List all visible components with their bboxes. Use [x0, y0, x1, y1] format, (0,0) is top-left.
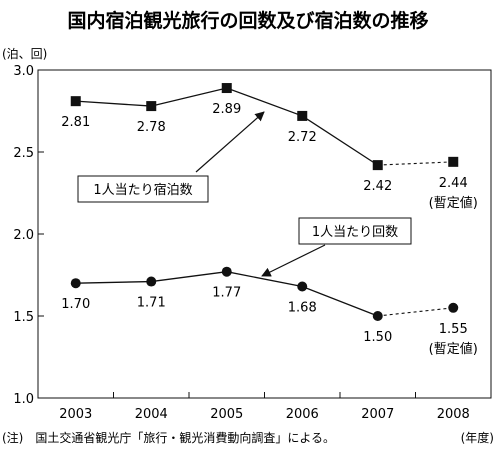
data-point — [297, 110, 308, 121]
source-note: (注) 国土交通省観光庁「旅行・観光消費動向調査」による。 — [2, 430, 335, 445]
series-line — [75, 87, 379, 166]
data-point — [221, 83, 232, 94]
data-label: 1.50 — [363, 330, 392, 345]
callout-box — [77, 175, 209, 203]
data-label: 1.55 — [439, 322, 468, 337]
y-tick-label: 2.5 — [13, 146, 34, 161]
y-axis: 1.0 1.5 2.0 2.5 3.0 — [13, 64, 44, 407]
data-label: 2.42 — [363, 179, 392, 194]
data-label: 1.70 — [61, 297, 90, 312]
x-tick-label: 2004 — [135, 407, 168, 422]
x-tick-label: 2008 — [437, 407, 470, 422]
y-tick-label: 2.0 — [13, 228, 34, 243]
provisional-segment — [377, 307, 454, 317]
callout-nights: 1人当たり宿泊数 — [77, 111, 265, 203]
callout-arrow — [261, 244, 326, 277]
data-point — [372, 160, 383, 171]
data-label: 2.81 — [61, 115, 90, 130]
legend-label: 1人当たり宿泊数 — [93, 182, 192, 198]
data-label: 1.68 — [288, 300, 317, 315]
x-tick-label: 2003 — [59, 407, 92, 422]
data-label: 2.72 — [288, 130, 317, 145]
data-point — [221, 266, 232, 277]
x-tick-label: 2006 — [286, 407, 319, 422]
series-nights: 2.81 2.78 2.89 2.72 2.42 2.44 (暫定値) — [61, 83, 478, 211]
y-axis-unit-label: (泊、回) — [2, 47, 47, 61]
series-callouts: 1人当たり宿泊数 1人当たり回数 — [77, 111, 412, 277]
callout-arrow — [195, 111, 265, 173]
callout-box — [298, 217, 412, 245]
chart-title: 国内宿泊観光旅行の回数及び宿泊数の推移 — [67, 9, 428, 32]
data-point — [448, 156, 459, 167]
provisional-segment — [377, 161, 454, 166]
provisional-note: (暫定値) — [429, 341, 478, 357]
provisional-note: (暫定値) — [429, 195, 478, 211]
x-tick-label: 2005 — [210, 407, 243, 422]
x-tick-label: 2007 — [361, 407, 394, 422]
data-label: 1.71 — [137, 296, 166, 311]
y-tick-label: 1.5 — [13, 310, 34, 325]
data-point — [70, 96, 81, 107]
data-point — [448, 302, 459, 313]
x-axis: 2003 2004 2005 2006 2007 2008 — [59, 392, 470, 422]
data-label: 1.77 — [212, 286, 241, 301]
data-point — [70, 278, 81, 289]
data-point — [146, 276, 157, 287]
data-label: 2.44 — [439, 176, 468, 191]
data-label: 2.78 — [137, 120, 166, 135]
plot-frame — [37, 69, 492, 399]
callout-trips: 1人当たり回数 — [261, 217, 412, 277]
data-point — [297, 281, 308, 292]
legend-label: 1人当たり回数 — [312, 225, 398, 240]
y-tick-label: 3.0 — [13, 64, 34, 79]
series-trips: 1.70 1.71 1.77 1.68 1.50 1.55 (暫定値) — [61, 266, 478, 357]
series-layer: 2.81 2.782.892.722.42 2.44(暫定値)1.70 1.711.7… — [61, 83, 478, 357]
x-axis-unit-label: (年度) — [461, 430, 494, 445]
data-label: 2.89 — [212, 102, 241, 117]
data-point — [372, 311, 383, 321]
y-tick-label: 1.0 — [13, 392, 34, 407]
data-point — [146, 101, 157, 112]
